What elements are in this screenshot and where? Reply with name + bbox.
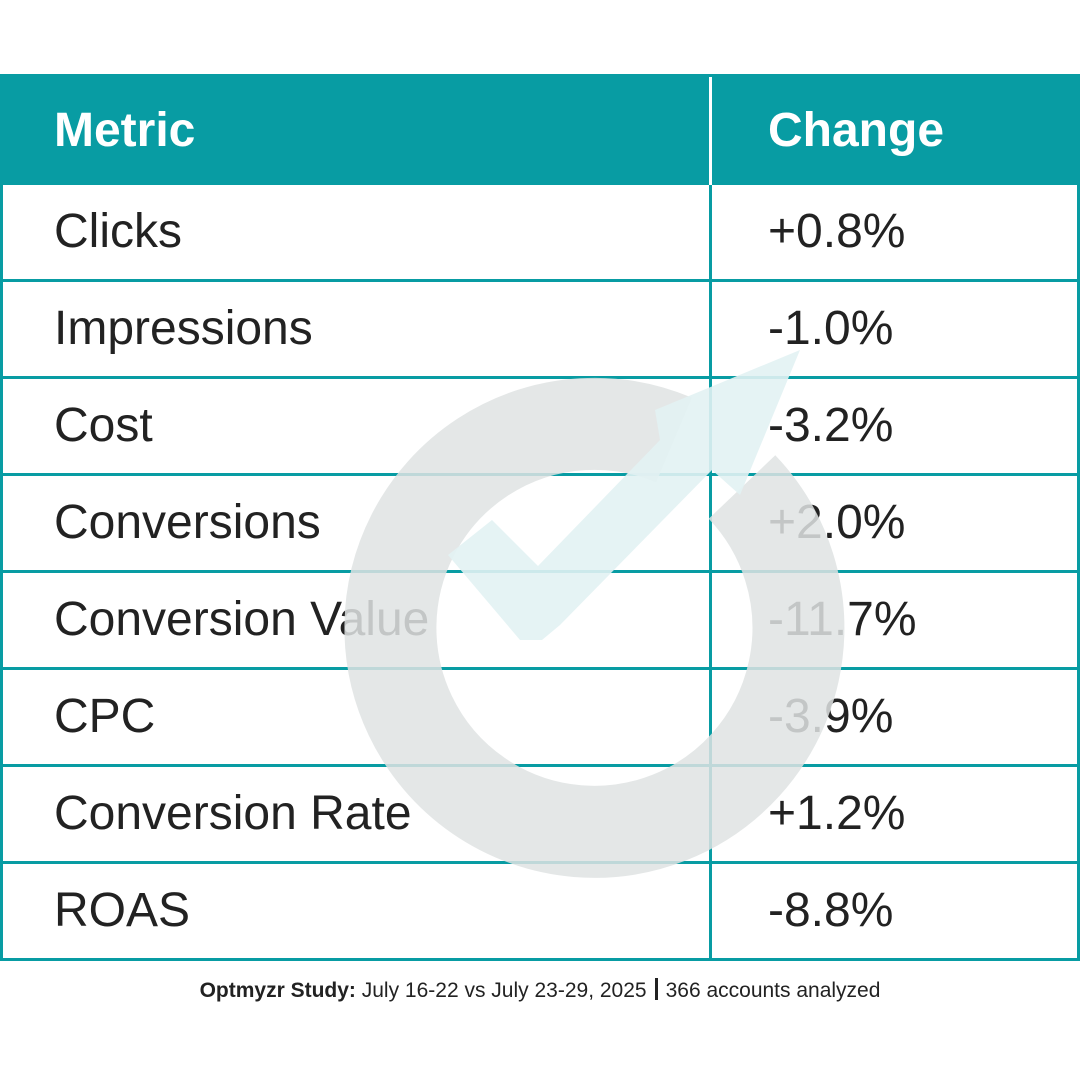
change-cell: -11.7% <box>768 593 917 646</box>
table-row: Conversion Rate +1.2% <box>0 767 1080 864</box>
column-divider <box>709 185 712 279</box>
header-metric: Metric <box>54 104 196 157</box>
change-cell: -3.2% <box>768 399 894 452</box>
change-cell: -3.9% <box>768 690 894 743</box>
change-cell: +0.8% <box>768 205 906 258</box>
metric-cell: Impressions <box>54 302 313 355</box>
table-row: Impressions -1.0% <box>0 282 1080 379</box>
metric-cell: ROAS <box>54 884 191 937</box>
table-row: Conversion Value -11.7% <box>0 573 1080 670</box>
table-grid: Metric Change Clicks +0.8% Impressions -1.0… <box>0 77 1080 961</box>
header-change: Change <box>768 104 945 157</box>
table-row: Clicks +0.8% <box>0 185 1080 282</box>
metric-cell: Conversion Rate <box>54 787 412 840</box>
column-divider <box>709 864 712 958</box>
footer-note: Optmyzr Study: July 16-22 vs July 23-29,… <box>0 978 1080 1003</box>
metric-cell: Conversions <box>54 496 321 549</box>
table-row: Cost -3.2% <box>0 379 1080 476</box>
header-divider <box>709 77 712 185</box>
change-cell: +2.0% <box>768 496 906 549</box>
footer-accounts: 366 accounts analyzed <box>665 979 881 1002</box>
table-row: Conversions +2.0% <box>0 476 1080 573</box>
column-divider <box>709 573 712 667</box>
metric-cell: Cost <box>54 399 153 452</box>
metric-cell: Clicks <box>54 205 182 258</box>
column-divider <box>709 476 712 570</box>
metric-cell: CPC <box>54 690 156 743</box>
table-row: CPC -3.9% <box>0 670 1080 767</box>
change-cell: +1.2% <box>768 787 906 840</box>
column-divider <box>709 767 712 861</box>
table-header: Metric Change <box>0 77 1080 185</box>
footer-separator <box>654 978 658 1000</box>
column-divider <box>709 282 712 376</box>
metrics-table: Metric Change Clicks +0.8% Impressions -1.0… <box>0 74 1080 961</box>
change-cell: -8.8% <box>768 884 894 937</box>
change-cell: -1.0% <box>768 302 894 355</box>
footer-study-label: Optmyzr Study: <box>199 979 356 1002</box>
column-divider <box>709 670 712 764</box>
footer-date-range: July 16-22 vs July 23-29, 2025 <box>361 979 647 1002</box>
metric-cell: Conversion Value <box>54 593 430 646</box>
column-divider <box>709 379 712 473</box>
table-row: ROAS -8.8% <box>0 864 1080 961</box>
